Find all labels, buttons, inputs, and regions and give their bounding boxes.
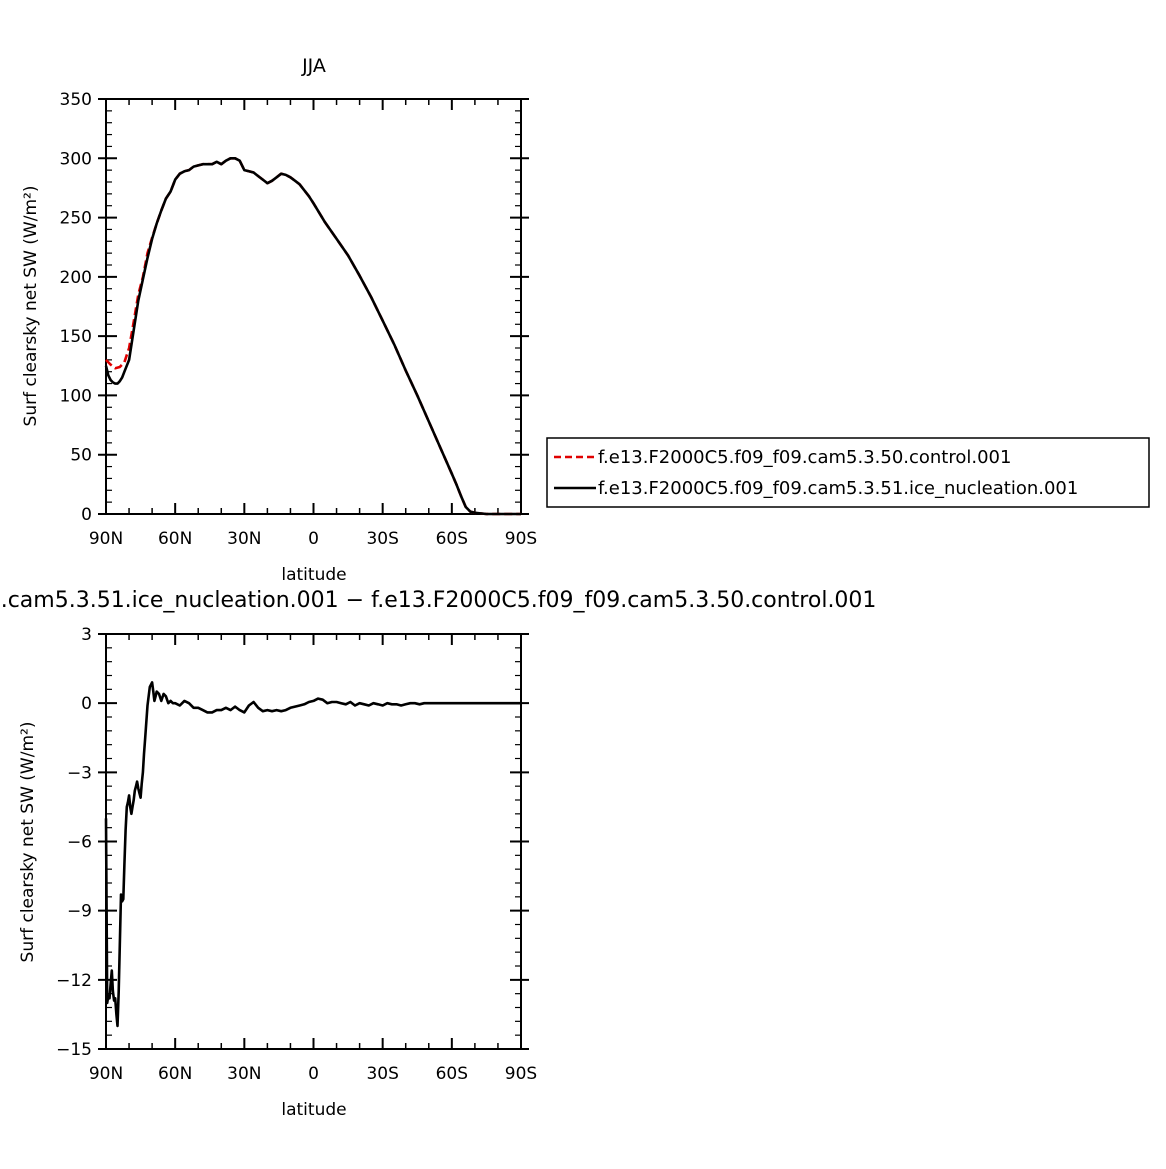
x-tick-label: 0 xyxy=(308,1064,319,1084)
top-chart-y-axis-label: Surf clearsky net SW (W/m²) xyxy=(21,186,41,427)
y-tick-label: 150 xyxy=(60,327,92,347)
bottom-chart-title: f.e13.F2000C5.f09_f09.cam5.3.51.ice_nucl… xyxy=(0,588,876,613)
x-tick-label: 30N xyxy=(227,529,261,549)
legend: f.e13.F2000C5.f09_f09.cam5.3.50.control.… xyxy=(546,437,1150,508)
series-line-0 xyxy=(104,681,521,1028)
y-tick-label: 300 xyxy=(60,149,92,169)
top-chart-title: JJA xyxy=(301,55,326,77)
top-chart-ticks: 90N 60N 30N 0 30S 60S 90S 0 50 100 150 200 250 300 350 xyxy=(60,90,538,549)
y-tick-label: −6 xyxy=(67,833,92,853)
x-tick-label: 60N xyxy=(158,1064,192,1084)
x-tick-label: 90N xyxy=(89,529,123,549)
y-tick-label: 50 xyxy=(70,446,92,466)
x-tick-label: 0 xyxy=(308,529,319,549)
bottom-chart-x-axis-label: latitude xyxy=(281,1100,346,1120)
series-line-0 xyxy=(105,157,521,516)
top-chart-plot-frame xyxy=(105,98,522,515)
bottom-chart-plot-frame xyxy=(105,633,522,1050)
x-tick-label: 90S xyxy=(505,1064,537,1084)
legend-box xyxy=(546,437,1150,508)
y-tick-label: −9 xyxy=(67,902,92,922)
x-tick-label: 60S xyxy=(436,529,468,549)
y-tick-label: 350 xyxy=(60,90,92,110)
bottom-chart: f.e13.F2000C5.f09_f09.cam5.3.51.ice_nucl… xyxy=(0,588,876,1120)
y-tick-label: 0 xyxy=(81,505,92,525)
y-tick-label: 0 xyxy=(81,694,92,714)
top-chart-x-axis-label: latitude xyxy=(281,565,346,585)
y-tick-label: −3 xyxy=(67,763,92,783)
x-tick-label: 30S xyxy=(366,529,398,549)
x-tick-label: 30S xyxy=(366,1064,398,1084)
x-tick-label: 90S xyxy=(505,529,537,549)
legend-entry-ice-nucleation: f.e13.F2000C5.f09_f09.cam5.3.51.ice_nucl… xyxy=(598,478,1078,499)
bottom-chart-y-axis-label: Surf clearsky net SW (W/m²) xyxy=(18,722,38,963)
series-line-1 xyxy=(104,157,521,516)
x-tick-label: 60S xyxy=(436,1064,468,1084)
bottom-chart-ticks: 90N 60N 30N 0 30S 60S 90S 3 0 −3 −6 −9 −12 −15 xyxy=(56,625,537,1084)
top-chart: JJA 90N 60N 30N 0 30S 60S 90S 0 50 100 150 200 250 30… xyxy=(21,55,537,585)
legend-entry-control: f.e13.F2000C5.f09_f09.cam5.3.50.control.… xyxy=(598,447,1011,468)
y-tick-label: 100 xyxy=(60,386,92,406)
x-tick-label: 90N xyxy=(89,1064,123,1084)
y-tick-label: −15 xyxy=(56,1040,92,1060)
y-tick-label: 250 xyxy=(60,209,92,229)
y-tick-label: 3 xyxy=(81,625,92,645)
bottom-chart-series xyxy=(104,681,521,1028)
x-tick-label: 30N xyxy=(227,1064,261,1084)
y-tick-label: 200 xyxy=(60,268,92,288)
top-chart-series xyxy=(104,157,521,516)
y-tick-label: −12 xyxy=(56,971,92,991)
x-tick-label: 60N xyxy=(158,529,192,549)
